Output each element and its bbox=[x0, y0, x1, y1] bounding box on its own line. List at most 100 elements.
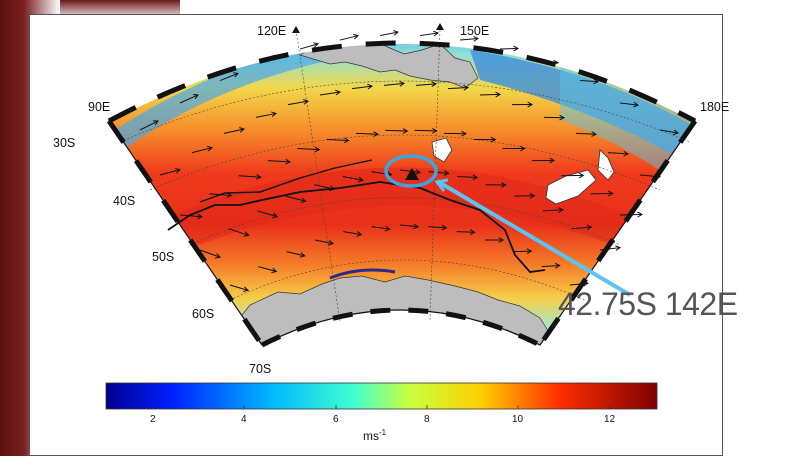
wind-arrow bbox=[541, 264, 560, 268]
wind-arrow bbox=[299, 43, 319, 50]
lat-label-60s: 60S bbox=[192, 307, 215, 321]
lon-label-90e: 90E bbox=[88, 100, 111, 114]
wind-arrow bbox=[286, 251, 305, 257]
colorbar bbox=[105, 382, 658, 410]
wind-arrow-head bbox=[255, 174, 262, 180]
wind-arrow-head bbox=[272, 212, 279, 219]
wind-arrow-head bbox=[461, 130, 468, 137]
colorbar-tick-label: 10 bbox=[512, 414, 524, 425]
jet-axis-contour bbox=[167, 181, 546, 273]
lat-label-40s: 40S bbox=[113, 194, 136, 208]
colorbar-tick-label: 8 bbox=[424, 414, 430, 425]
wind-arrow bbox=[209, 193, 232, 196]
wind-arrow-head bbox=[239, 127, 246, 133]
wind-arrow-head bbox=[558, 207, 564, 213]
land-new-zealand-north bbox=[597, 149, 615, 181]
wind-arrow-head bbox=[501, 182, 507, 188]
land-tasmania bbox=[431, 137, 453, 163]
wind-arrow-head bbox=[313, 42, 320, 48]
wind-arrow-head bbox=[373, 131, 380, 137]
wind-arrow-head bbox=[243, 231, 250, 237]
wind-arrow bbox=[457, 176, 478, 179]
wind-arrow bbox=[447, 87, 469, 90]
lat-label-70s: 70S bbox=[249, 362, 272, 376]
wind-arrow bbox=[607, 152, 629, 155]
wind-arrow bbox=[179, 94, 199, 104]
wind-arrow bbox=[314, 184, 335, 190]
wind-arrow bbox=[223, 128, 245, 134]
wind-arrow bbox=[428, 171, 449, 174]
wind-arrow-head bbox=[441, 224, 448, 231]
wind-arrow-head bbox=[586, 224, 593, 231]
wind-arrow-head bbox=[513, 45, 520, 52]
callout-leader-line bbox=[435, 179, 632, 297]
wind-arrow-head bbox=[402, 128, 409, 134]
wind-arrow-head bbox=[473, 35, 480, 42]
wind-arrow bbox=[383, 82, 405, 86]
wind-arrow bbox=[326, 138, 349, 141]
wind-arrow bbox=[479, 93, 501, 96]
wind-arrow-head bbox=[549, 157, 556, 164]
wind-arrow-head bbox=[214, 253, 221, 259]
wind-arrow-head bbox=[300, 197, 307, 203]
colorbar-unit: ms-1 bbox=[363, 428, 387, 443]
wind-arrow-head bbox=[529, 193, 536, 199]
wind-arrow-head bbox=[472, 174, 479, 181]
wind-arrow bbox=[513, 250, 532, 253]
wind-arrow-head bbox=[226, 192, 233, 199]
wind-arrow-head bbox=[415, 169, 422, 175]
wind-arrow bbox=[297, 148, 320, 151]
wind-arrow bbox=[339, 35, 359, 41]
wind-arrow-head bbox=[623, 150, 630, 157]
wind-arrow-head bbox=[554, 262, 561, 269]
wind-arrow bbox=[355, 132, 379, 135]
wind-arrow-head bbox=[271, 267, 278, 274]
colorbar-tick-label: 2 bbox=[150, 414, 156, 425]
wind-arrow bbox=[459, 37, 479, 41]
wind-arrow bbox=[285, 195, 306, 202]
wind-arrow bbox=[399, 224, 419, 228]
wind-arrow-head bbox=[285, 158, 292, 165]
wind-arrow bbox=[191, 147, 213, 154]
wind-arrow-head bbox=[175, 167, 182, 174]
wind-arrow-head bbox=[357, 176, 364, 183]
colorbar-tick-label: 12 bbox=[604, 414, 616, 425]
wind-arrow bbox=[267, 160, 291, 163]
wind-arrow-head bbox=[343, 137, 350, 144]
wind-arrow-head bbox=[608, 190, 614, 197]
wind-arrow-head bbox=[329, 185, 336, 192]
land-new-zealand-south bbox=[545, 169, 597, 205]
wind-arrow bbox=[257, 210, 278, 218]
wind-arrow bbox=[219, 72, 239, 81]
wind-arrow-head bbox=[443, 170, 450, 176]
wind-arrow-head bbox=[559, 114, 566, 121]
lat-label-50s: 50S bbox=[152, 250, 175, 264]
wind-arrow-head bbox=[152, 120, 159, 126]
wind-arrow bbox=[619, 102, 639, 106]
wind-arrow bbox=[419, 32, 439, 37]
wind-arrow bbox=[414, 129, 437, 132]
wind-arrow bbox=[385, 129, 408, 132]
wind-arrow bbox=[579, 80, 599, 83]
lon-label-180e: 180E bbox=[700, 100, 730, 114]
wind-arrow-head bbox=[593, 78, 600, 85]
wind-arrow-head bbox=[433, 30, 440, 37]
wind-arrow bbox=[255, 112, 277, 118]
site-ring bbox=[384, 154, 438, 188]
lon-label-150e: 150E bbox=[460, 24, 490, 38]
location-callout: 42.75S 142E bbox=[558, 286, 738, 322]
wind-arrow-head bbox=[197, 213, 204, 220]
wind-arrow-head bbox=[591, 131, 598, 137]
colorbar-tick-label: 6 bbox=[333, 414, 339, 425]
wind-vectors bbox=[139, 30, 680, 292]
wind-arrow-head bbox=[520, 145, 526, 152]
wind-arrow-head bbox=[413, 223, 420, 230]
wind-arrow-head bbox=[367, 83, 374, 90]
wind-arrow-head bbox=[463, 84, 470, 91]
wind-arrow-head bbox=[393, 30, 400, 36]
wind-arrow-head bbox=[353, 33, 360, 40]
wind-arrow bbox=[379, 31, 399, 37]
wind-arrow-head bbox=[328, 240, 335, 246]
wind-arrow bbox=[499, 47, 519, 50]
